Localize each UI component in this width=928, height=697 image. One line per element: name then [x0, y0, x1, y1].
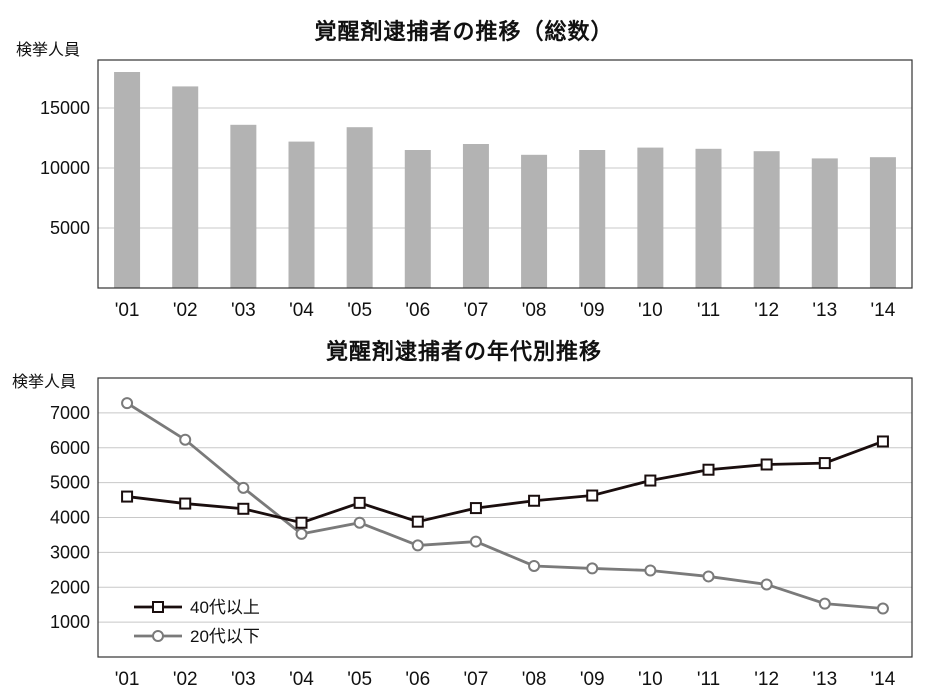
bar-x-tick-label: '09	[580, 300, 605, 321]
point-square	[528, 494, 541, 507]
bar	[230, 124, 257, 288]
line-x-tick-label: '10	[638, 669, 663, 690]
point-circle	[760, 578, 773, 591]
bar-plot-frame	[97, 59, 913, 289]
point-circle	[586, 562, 599, 575]
point-circle	[528, 559, 541, 572]
point-circle	[876, 602, 889, 615]
point-circle	[237, 481, 250, 494]
bar-x-tick-label: '04	[289, 300, 314, 321]
line-y-tick-label: 3000	[50, 542, 90, 562]
line-y-tick-label: 2000	[50, 577, 90, 597]
bar	[288, 141, 315, 288]
point-square	[644, 474, 657, 487]
bar	[172, 86, 199, 289]
bar-chart-title: 覚醒剤逮捕者の推移（総数）	[314, 20, 614, 45]
line-y-tick-label: 4000	[50, 508, 90, 528]
bar-x-tick-label: '07	[464, 300, 489, 321]
point-circle	[295, 527, 308, 540]
bar-chart-y-axis-label: 検挙人員	[16, 40, 81, 59]
bar-x-tick-label: '08	[522, 300, 547, 321]
line-x-tick-label: '04	[289, 669, 314, 690]
line-x-tick-label: '13	[812, 669, 837, 690]
line-x-tick-label: '14	[871, 669, 896, 690]
bar-x-tick-label: '05	[347, 300, 372, 321]
line-x-tick-label: '08	[522, 669, 547, 690]
bar	[114, 72, 141, 288]
bar	[869, 157, 896, 288]
point-circle	[644, 564, 657, 577]
point-square	[295, 516, 308, 529]
bar	[346, 127, 373, 288]
point-square	[121, 490, 134, 503]
line-x-tick-label: '09	[580, 669, 605, 690]
series-line-circle	[126, 401, 884, 610]
bar-x-tick-label: '14	[871, 300, 896, 321]
line-x-tick-label: '02	[173, 669, 198, 690]
bar	[637, 147, 664, 288]
point-circle	[121, 397, 134, 410]
line-y-tick-label: 7000	[50, 403, 90, 423]
line-chart-y-axis-label: 検挙人員	[12, 372, 77, 391]
point-square	[179, 497, 192, 510]
bar-y-tick-label: 15000	[40, 98, 90, 118]
line-x-tick-label: '07	[464, 669, 489, 690]
point-square	[760, 458, 773, 471]
line-x-tick-label: '05	[347, 669, 372, 690]
legend-circle-marker	[152, 630, 164, 642]
bar-y-tick-label: 10000	[40, 158, 90, 178]
point-square	[237, 502, 250, 515]
point-square	[411, 515, 424, 528]
bar	[462, 144, 489, 288]
legend-label: 20代以下	[190, 627, 260, 646]
point-circle	[411, 539, 424, 552]
point-square	[469, 502, 482, 515]
line-y-tick-label: 1000	[50, 612, 90, 632]
bar-x-tick-label: '13	[812, 300, 837, 321]
bar	[753, 151, 780, 288]
line-x-tick-label: '01	[115, 669, 140, 690]
point-square	[353, 496, 366, 509]
line-chart-title: 覚醒剤逮捕者の年代別推移	[325, 340, 602, 365]
line-x-tick-label: '12	[754, 669, 779, 690]
bar-x-tick-label: '10	[638, 300, 663, 321]
bar-x-tick-label: '12	[754, 300, 779, 321]
point-circle	[353, 516, 366, 529]
bar-x-tick-label: '02	[173, 300, 198, 321]
point-square	[818, 457, 831, 470]
legend-label: 40代以上	[190, 598, 260, 617]
bar	[521, 154, 548, 288]
line-y-tick-label: 5000	[50, 473, 90, 493]
line-x-tick-label: '06	[405, 669, 430, 690]
bar-y-tick-label: 5000	[50, 218, 90, 238]
bar	[811, 158, 838, 288]
point-circle	[702, 570, 715, 583]
point-circle	[469, 535, 482, 548]
line-plot-frame	[97, 377, 913, 658]
point-square	[586, 489, 599, 502]
line-x-tick-label: '03	[231, 669, 256, 690]
bar-x-tick-label: '11	[697, 300, 720, 321]
legend-square-marker	[152, 601, 164, 613]
line-y-tick-label: 6000	[50, 438, 90, 458]
point-square	[702, 463, 715, 476]
bar-x-tick-label: '03	[231, 300, 256, 321]
line-x-tick-label: '11	[697, 669, 720, 690]
bar-x-tick-label: '06	[405, 300, 430, 321]
bar-x-tick-label: '01	[115, 300, 140, 321]
point-circle	[179, 433, 192, 446]
bar	[404, 150, 431, 288]
point-square	[876, 435, 889, 448]
point-circle	[818, 597, 831, 610]
series-line-square	[126, 440, 884, 525]
bar	[695, 148, 722, 288]
bar	[579, 150, 606, 288]
